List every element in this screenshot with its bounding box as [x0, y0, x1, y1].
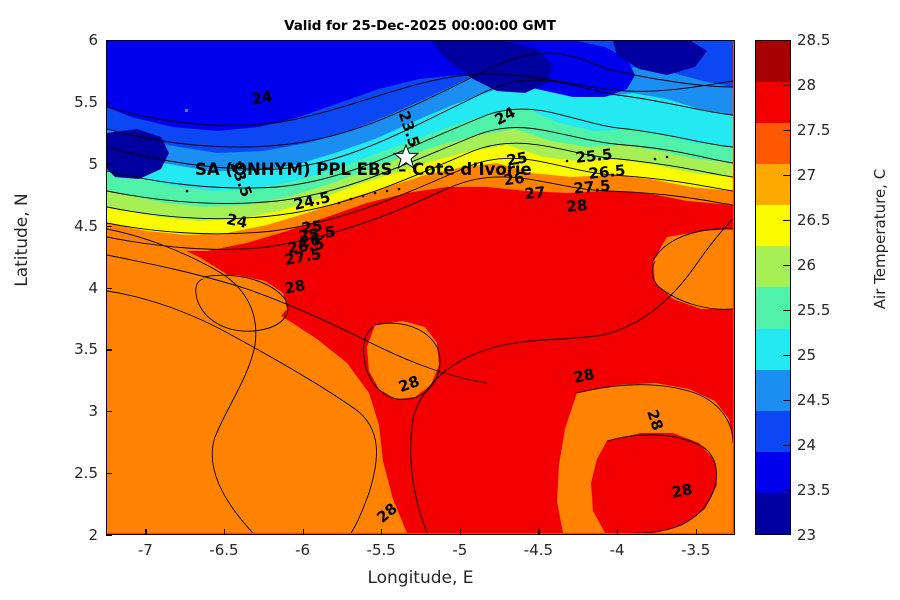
y-tick-mark-0 [106, 535, 112, 537]
contour-lines [107, 53, 733, 533]
colorbar-tick-mark-2 [783, 445, 790, 447]
colorbar-band-3 [756, 164, 790, 206]
contour-label: 27 [523, 182, 547, 204]
colorbar-tick-label-10: 28 [797, 76, 817, 94]
colorbar-tick-label-6: 26 [797, 256, 817, 274]
y-tick-mark-4 [106, 287, 112, 289]
x-tick-label-3: -5.5 [366, 541, 396, 559]
colorbar-band-8 [756, 369, 790, 411]
y-tick-label-6: 5 [88, 154, 98, 173]
colorbar-tick-mark-8 [783, 175, 790, 177]
region-28-28.5-se-island [591, 433, 717, 533]
contour-label: 28 [283, 276, 307, 298]
colorbar-band-6 [756, 287, 790, 329]
coastline-markers [185, 155, 669, 205]
y-tick-mark-8 [106, 40, 112, 42]
colorbar-tick-mark-3 [783, 400, 790, 402]
speck-marker [185, 109, 188, 112]
x-tick-label-4: -5 [452, 541, 468, 559]
colorbar-band-0 [756, 41, 790, 83]
colorbar-tick-label-0: 23 [797, 526, 817, 544]
region-27-27.5-center-finger [367, 321, 439, 399]
contour-plot-area[interactable]: 24 23.5 24 23.5 24 24.5 25 25.5 26 26.5 27 27.5 28 25… [106, 40, 735, 535]
colorbar-tick-mark-9 [783, 130, 790, 132]
x-tick-label-1: -6.5 [209, 541, 239, 559]
colorbar-tick-label-4: 25 [797, 346, 817, 364]
colorbar-band-7 [756, 328, 790, 370]
colorbar-title: Air Temperature, C [871, 168, 889, 310]
x-tick-mark-4 [459, 529, 461, 535]
colorbar-band-5 [756, 246, 790, 288]
x-tick-mark-3 [381, 529, 383, 535]
band-23-23.5-west [107, 129, 169, 179]
contour-label: 28 [670, 480, 694, 502]
x-tick-label-0: -7 [137, 541, 153, 559]
y-axis-title: Latitude, N [12, 193, 32, 287]
colorbar-tick-label-5: 25.5 [797, 301, 831, 319]
colorbar-tick-label-3: 24.5 [797, 391, 831, 409]
contour-label: 28 [565, 196, 589, 216]
region-27-27.5-left-patch [199, 275, 287, 329]
y-tick-label-1: 2.5 [74, 464, 98, 483]
y-tick-mark-5 [106, 225, 112, 227]
colorbar-tick-label-7: 26.5 [797, 211, 831, 229]
x-tick-label-6: -4 [609, 541, 625, 559]
y-tick-label-8: 6 [88, 31, 98, 49]
y-tick-mark-3 [106, 349, 112, 351]
colorbar-band-4 [756, 205, 790, 247]
x-tick-label-5: -4.5 [523, 541, 554, 559]
colorbar-tick-label-9: 27.5 [797, 121, 831, 139]
y-tick-label-0: 2 [88, 526, 98, 544]
y-tick-label-3: 3.5 [74, 340, 98, 359]
contour-label: 27.5 [572, 176, 612, 198]
y-tick-mark-6 [106, 163, 112, 165]
colorbar[interactable] [755, 40, 791, 535]
x-tick-mark-1 [223, 529, 226, 535]
colorbar-tick-mark-1 [783, 490, 790, 492]
site-annotation-label: SA (ONHYM) PPL EBS – Cote d’Ivorie [195, 160, 532, 179]
x-axis-title: Longitude, E [367, 568, 474, 588]
x-tick-mark-5 [538, 529, 540, 535]
x-tick-label-2: -6 [295, 541, 311, 559]
x-tick-mark-0 [145, 529, 147, 535]
colorbar-band-10 [756, 451, 790, 493]
x-tick-mark-7 [695, 529, 697, 535]
colorbar-band-1 [756, 82, 790, 124]
colorbar-tick-mark-5 [783, 310, 790, 312]
colorbar-tick-mark-7 [783, 220, 790, 222]
x-tick-mark-2 [302, 529, 304, 535]
colorbar-tick-label-11: 28.5 [797, 31, 831, 49]
colorbar-tick-mark-4 [783, 355, 790, 357]
colorbar-band-9 [756, 410, 790, 452]
station-star-icon [393, 144, 419, 170]
colorbar-tick-label-1: 23.5 [797, 481, 831, 499]
y-tick-label-5: 4.5 [74, 216, 98, 235]
y-tick-mark-7 [106, 101, 112, 104]
chart-title: Valid for 25-Dec-2025 00:00:00 GMT [284, 18, 556, 34]
x-tick-mark-6 [617, 529, 619, 535]
y-tick-mark-2 [106, 411, 112, 413]
y-tick-label-7: 5.5 [74, 92, 98, 111]
x-tick-label-7: -3.5 [681, 541, 711, 559]
colorbar-tick-mark-6 [783, 265, 790, 267]
colorbar-band-11 [756, 492, 790, 534]
band-23-23.5-northeast [613, 41, 707, 75]
colorbar-tick-label-8: 27 [797, 166, 817, 184]
colorbar-tick-mark-10 [783, 85, 790, 87]
y-tick-label-2: 3 [88, 402, 98, 421]
y-tick-mark-1 [106, 473, 112, 475]
region-27-27.5-sw-wide [107, 241, 407, 533]
contour-label: 24 [250, 87, 274, 109]
y-tick-label-4: 4 [88, 278, 98, 297]
colorbar-tick-label-2: 24 [797, 436, 817, 454]
contour-map-svg [107, 41, 733, 533]
